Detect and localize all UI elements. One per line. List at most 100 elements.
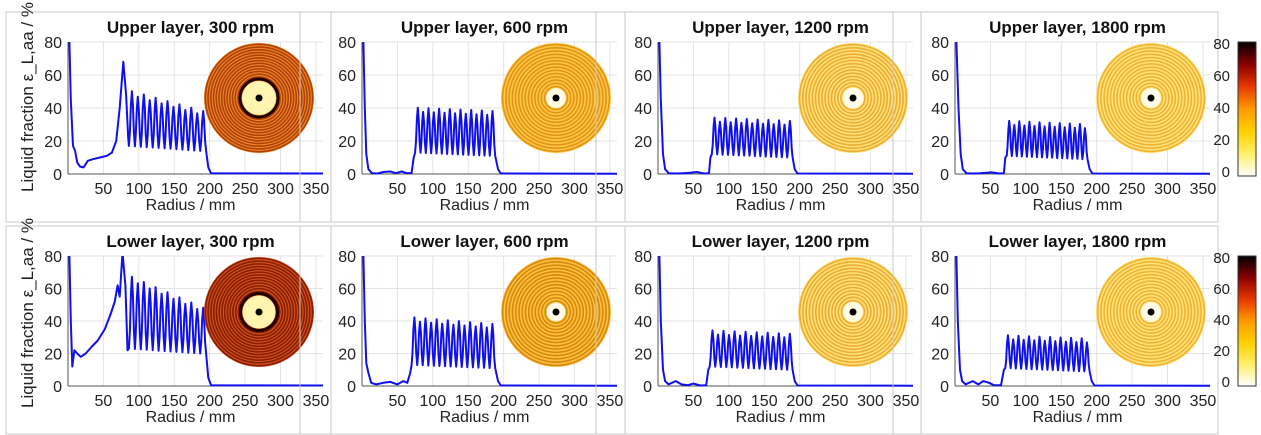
tomogram-ring	[204, 43, 314, 153]
subplot-title: Upper layer, 300 rpm	[107, 18, 274, 37]
tomogram-ring	[527, 69, 585, 127]
tomogram-ring	[1138, 85, 1164, 111]
tomogram-ring	[537, 293, 575, 331]
x-axis-label: Radius / mm	[146, 197, 236, 214]
tomogram-ring	[1100, 47, 1202, 149]
tomogram-ring	[824, 283, 882, 341]
tomogram-ring	[798, 257, 908, 367]
colorbar-tick-label: 80	[1213, 36, 1230, 53]
x-axis-label: Radius / mm	[736, 197, 826, 214]
tomogram-ring	[543, 85, 569, 111]
x-tick-label: 350	[893, 181, 920, 198]
y-tick-label: 40	[44, 314, 62, 331]
x-tick-label: 50	[389, 393, 407, 410]
subplot-title: Upper layer, 1200 rpm	[692, 18, 869, 37]
tomogram-ring	[218, 271, 300, 353]
tomogram-ring	[237, 76, 281, 120]
tomogram-ring	[228, 67, 290, 129]
tomogram-ring	[834, 293, 872, 331]
tomogram-ring	[1135, 296, 1167, 328]
tomogram-image	[501, 43, 611, 153]
tomogram-ring	[234, 73, 284, 123]
tomogram-ring	[1106, 53, 1196, 143]
tomogram-ring	[840, 85, 866, 111]
x-tick-label: 300	[857, 393, 884, 410]
y-tick-label: 0	[347, 167, 356, 184]
tomogram-ring	[511, 267, 601, 357]
x-tick-label: 100	[125, 393, 152, 410]
tomogram-ring	[802, 261, 904, 363]
tomogram-ring	[524, 280, 588, 344]
tomogram-ring	[212, 265, 306, 359]
panel-frame	[299, 11, 626, 223]
x-tick-label: 150	[751, 181, 778, 198]
y-tick-label: 60	[44, 282, 62, 299]
colorbar-tick-label: 0	[1222, 164, 1230, 181]
tomogram-ring	[210, 263, 308, 361]
x-tick-label: 150	[1048, 393, 1075, 410]
y-tick-label: 0	[643, 167, 652, 184]
tomogram-ring	[1132, 79, 1170, 117]
x-axis-label: Radius / mm	[1033, 409, 1123, 426]
x-tick-label: 350	[597, 181, 624, 198]
tomogram-ring	[540, 296, 572, 328]
x-tick-label: 250	[526, 393, 553, 410]
tomogram-image	[501, 257, 611, 367]
tomogram-image	[1096, 257, 1206, 367]
tomogram-ring	[232, 285, 286, 339]
tomogram-axis-dot	[552, 94, 560, 102]
tomogram-ring	[223, 276, 295, 348]
tomogram-ring	[521, 63, 591, 133]
colorbar-lower: 0 20 40 60 80	[1213, 250, 1257, 391]
y-tick-label: 20	[44, 134, 62, 151]
tomogram-ring	[830, 75, 876, 121]
colorbar-upper: 0 20 40 60 80	[1213, 36, 1257, 181]
tomogram-image	[204, 43, 314, 153]
tomogram-ring	[827, 72, 879, 124]
tomogram-ring	[1103, 264, 1199, 360]
tomogram-ring	[530, 72, 582, 124]
tomogram-image	[204, 257, 314, 367]
colorbar-gradient	[1237, 255, 1257, 387]
y-tick-label: 20	[931, 134, 949, 151]
panel-frame	[5, 11, 332, 223]
tomogram-ring	[1132, 293, 1170, 331]
y-tick-label: 80	[931, 249, 949, 266]
x-tick-label: 200	[1083, 181, 1110, 198]
x-tick-label: 200	[490, 393, 517, 410]
y-tick-label: 0	[940, 379, 949, 396]
tomogram-ring	[521, 277, 591, 347]
colorbar-tick-label: 60	[1213, 68, 1230, 85]
x-tick-label: 100	[1012, 181, 1039, 198]
colorbar-tick-label: 60	[1213, 281, 1230, 298]
x-tick-label: 350	[597, 393, 624, 410]
x-tick-label: 350	[303, 393, 330, 410]
data-series-line	[68, 256, 323, 387]
x-tick-label: 50	[685, 393, 703, 410]
panel-frame	[892, 11, 1219, 223]
x-tick-label: 250	[1119, 181, 1146, 198]
tomogram-image	[1096, 43, 1206, 153]
subplot-title: Lower layer, 600 rpm	[400, 232, 568, 251]
tomogram-ring	[544, 300, 568, 324]
tomogram-ring	[1096, 257, 1206, 367]
y-axis-label-upper: Liquid fraction ε_L,aa / %	[18, 2, 37, 192]
x-tick-label: 300	[561, 181, 588, 198]
x-tick-label: 50	[389, 181, 407, 198]
y-tick-label: 40	[931, 314, 949, 331]
tomogram-axis-dot	[849, 308, 857, 316]
y-tick-label: 60	[634, 282, 652, 299]
tomogram-ring	[1135, 82, 1167, 114]
colorbar-tick-label: 80	[1213, 250, 1230, 267]
x-tick-label: 100	[715, 393, 742, 410]
tomogram-ring	[798, 43, 908, 153]
tomogram-inner-ring	[238, 77, 280, 119]
tomogram-ring	[1138, 299, 1164, 325]
x-tick-label: 300	[857, 181, 884, 198]
tomogram-ring	[204, 257, 314, 367]
y-tick-label: 60	[44, 68, 62, 85]
x-tick-label: 300	[561, 393, 588, 410]
subplot-lower-1: 0 20 40 60 80 50 100 150 200 250 300 350 Lower layer…	[5, 225, 332, 435]
tomogram-ring	[505, 47, 607, 149]
tomogram-ring	[508, 264, 604, 360]
